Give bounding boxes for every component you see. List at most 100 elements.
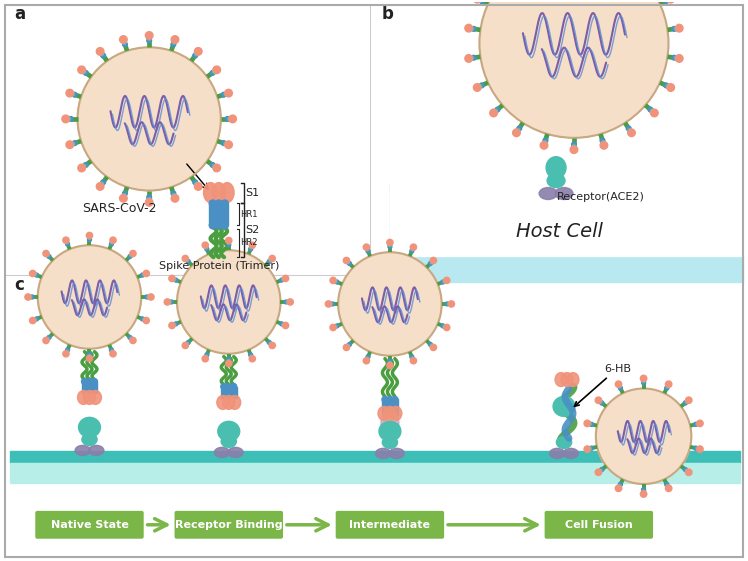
- Text: SARS-CoV-2: SARS-CoV-2: [82, 203, 156, 215]
- Circle shape: [221, 384, 227, 389]
- Circle shape: [410, 355, 414, 359]
- Circle shape: [588, 422, 591, 426]
- Circle shape: [650, 109, 654, 113]
- Bar: [91, 381, 97, 393]
- Circle shape: [343, 344, 349, 351]
- Circle shape: [66, 89, 73, 97]
- Circle shape: [215, 222, 222, 229]
- Circle shape: [675, 27, 678, 30]
- Circle shape: [88, 238, 91, 242]
- Circle shape: [193, 53, 197, 58]
- Circle shape: [267, 260, 272, 264]
- Circle shape: [63, 237, 69, 243]
- Circle shape: [589, 446, 593, 450]
- Ellipse shape: [563, 448, 578, 458]
- Circle shape: [667, 84, 675, 91]
- Circle shape: [193, 180, 197, 185]
- Circle shape: [66, 242, 70, 246]
- Circle shape: [141, 273, 144, 277]
- Circle shape: [388, 361, 391, 365]
- Circle shape: [364, 357, 370, 364]
- Circle shape: [479, 0, 484, 3]
- Circle shape: [543, 141, 547, 144]
- Bar: [390, 67, 748, 256]
- Circle shape: [447, 302, 450, 306]
- Circle shape: [123, 40, 126, 44]
- Circle shape: [618, 385, 621, 388]
- Circle shape: [47, 255, 51, 259]
- Circle shape: [685, 400, 688, 403]
- Circle shape: [164, 299, 171, 305]
- Circle shape: [249, 247, 253, 251]
- Circle shape: [366, 249, 370, 253]
- Circle shape: [648, 107, 653, 112]
- Circle shape: [130, 250, 136, 256]
- Circle shape: [205, 353, 209, 357]
- Circle shape: [120, 36, 127, 43]
- Circle shape: [78, 47, 221, 191]
- Circle shape: [444, 324, 450, 330]
- Circle shape: [441, 280, 445, 284]
- Circle shape: [29, 296, 32, 298]
- Circle shape: [619, 482, 622, 486]
- Circle shape: [684, 401, 687, 405]
- Circle shape: [325, 301, 331, 307]
- Ellipse shape: [221, 435, 236, 447]
- Circle shape: [471, 56, 476, 60]
- Circle shape: [570, 146, 577, 154]
- Circle shape: [120, 195, 127, 202]
- Circle shape: [87, 379, 93, 384]
- Circle shape: [46, 254, 49, 257]
- Circle shape: [388, 359, 392, 363]
- Ellipse shape: [539, 187, 557, 200]
- Circle shape: [626, 126, 631, 131]
- Circle shape: [205, 247, 209, 251]
- Circle shape: [387, 397, 393, 402]
- Circle shape: [123, 194, 126, 197]
- Circle shape: [429, 343, 432, 346]
- Circle shape: [516, 128, 520, 132]
- Circle shape: [66, 348, 70, 352]
- Circle shape: [470, 27, 473, 30]
- Circle shape: [43, 337, 49, 343]
- Circle shape: [693, 446, 698, 450]
- Circle shape: [194, 182, 198, 186]
- Circle shape: [25, 294, 31, 300]
- Circle shape: [100, 52, 104, 56]
- Circle shape: [479, 83, 484, 88]
- Circle shape: [600, 401, 604, 405]
- Ellipse shape: [391, 413, 399, 433]
- Circle shape: [110, 237, 116, 243]
- Circle shape: [73, 141, 77, 145]
- Circle shape: [143, 318, 150, 324]
- Circle shape: [224, 92, 227, 96]
- Text: HR1: HR1: [239, 210, 257, 219]
- Circle shape: [194, 48, 202, 55]
- Circle shape: [596, 389, 691, 484]
- Circle shape: [78, 164, 85, 172]
- Circle shape: [30, 270, 36, 277]
- Circle shape: [210, 163, 215, 167]
- Ellipse shape: [223, 396, 235, 410]
- Circle shape: [96, 48, 104, 55]
- Ellipse shape: [547, 173, 565, 187]
- Circle shape: [571, 142, 576, 147]
- Circle shape: [282, 278, 285, 281]
- Ellipse shape: [550, 448, 565, 458]
- Circle shape: [388, 243, 391, 246]
- Ellipse shape: [215, 447, 230, 457]
- Ellipse shape: [75, 445, 91, 456]
- Circle shape: [147, 197, 151, 201]
- Ellipse shape: [384, 406, 396, 420]
- Circle shape: [202, 242, 209, 249]
- Circle shape: [226, 237, 232, 243]
- Circle shape: [227, 360, 230, 362]
- Circle shape: [366, 248, 369, 251]
- Circle shape: [348, 343, 352, 346]
- Circle shape: [473, 0, 481, 3]
- Circle shape: [672, 56, 676, 60]
- Ellipse shape: [84, 390, 96, 404]
- Circle shape: [430, 261, 433, 264]
- Circle shape: [212, 70, 216, 73]
- Circle shape: [228, 117, 232, 121]
